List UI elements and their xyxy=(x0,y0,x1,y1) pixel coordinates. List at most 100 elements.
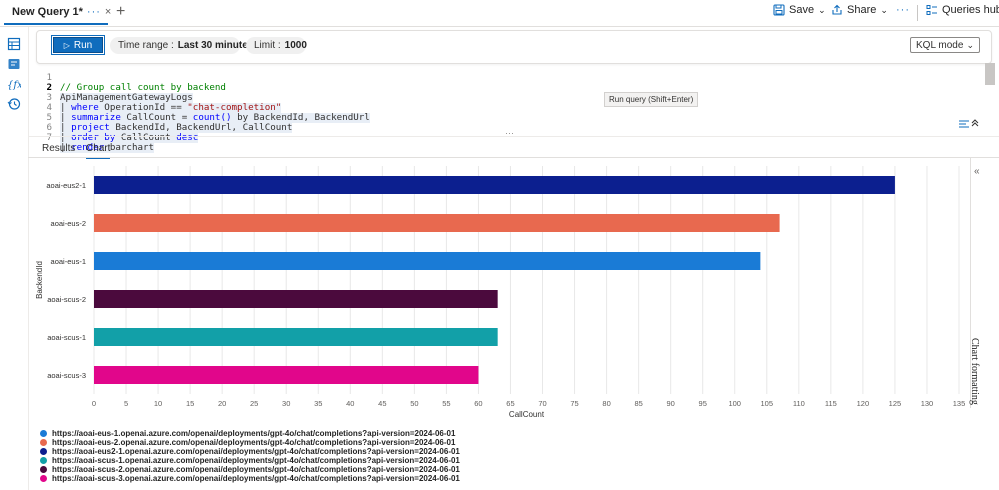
chart-legend: https://aoai-eus-1.openai.azure.com/open… xyxy=(40,429,740,483)
x-tick-label: 95 xyxy=(699,399,707,408)
legend-label: https://aoai-scus-2.openai.azure.com/ope… xyxy=(52,465,460,474)
tab-chart[interactable]: Chart xyxy=(86,143,111,159)
chevron-down-icon: ⌄ xyxy=(818,4,826,15)
chart-formatting-panel[interactable] xyxy=(970,158,999,408)
share-icon xyxy=(832,4,842,15)
legend-item[interactable]: https://aoai-eus-1.openai.azure.com/open… xyxy=(40,429,740,438)
save-icon xyxy=(773,4,785,16)
code-pipe: | xyxy=(60,132,72,143)
new-tab-button[interactable]: + xyxy=(116,3,126,20)
run-query-tooltip: Run query (Shift+Enter) xyxy=(604,92,699,107)
chart-formatting-label[interactable]: Chart formatting xyxy=(969,338,980,405)
y-tick-label: aoai-eus-1 xyxy=(51,257,86,266)
code-pipe: | xyxy=(60,112,72,123)
history-icon[interactable] xyxy=(7,97,21,111)
more-options-button[interactable]: ··· xyxy=(896,4,910,16)
time-range-picker[interactable]: Time range : Last 30 minutes xyxy=(110,37,253,54)
limit-label: Limit : xyxy=(254,40,281,51)
y-tick-label: aoai-scus-2 xyxy=(47,295,86,304)
functions-icon[interactable]: {fx} xyxy=(7,77,21,91)
code-text: CallCount = xyxy=(120,112,193,123)
run-button[interactable]: ▷ Run xyxy=(51,35,105,55)
code-keyword: where xyxy=(71,102,99,113)
time-range-label: Time range : xyxy=(118,40,174,51)
code-line: 4 | summarize CallCount = count() by Bac… xyxy=(36,93,370,123)
code-keyword: desc xyxy=(176,132,199,143)
chevron-down-icon: ⌄ xyxy=(880,4,888,15)
format-icon[interactable] xyxy=(958,119,970,129)
svg-text:{fx}: {fx} xyxy=(7,80,21,91)
queries-hub-button[interactable]: Queries hub xyxy=(926,4,999,16)
code-line: 7 | render barchart xyxy=(36,123,155,153)
tab-new-query[interactable]: New Query 1* ··· × xyxy=(4,0,112,25)
queries-icon[interactable] xyxy=(7,57,21,71)
tab-close-icon[interactable]: × xyxy=(104,5,112,18)
x-tick-label: 20 xyxy=(218,399,226,408)
x-tick-label: 105 xyxy=(761,399,774,408)
x-tick-label: 85 xyxy=(634,399,642,408)
line-number: 7 xyxy=(46,132,52,143)
tables-icon[interactable] xyxy=(7,37,21,51)
x-tick-label: 70 xyxy=(538,399,546,408)
editor-divider xyxy=(28,136,999,137)
x-tick-label: 15 xyxy=(186,399,194,408)
resize-grip[interactable]: ··· xyxy=(505,128,514,138)
line-number: 3 xyxy=(46,92,52,103)
legend-item[interactable]: https://aoai-scus-2.openai.azure.com/ope… xyxy=(40,465,740,474)
tab-results[interactable]: Results xyxy=(42,143,76,154)
code-line: 6 | order by CallCount desc xyxy=(36,113,199,143)
x-tick-label: 130 xyxy=(921,399,934,408)
legend-item[interactable]: https://aoai-eus2-1.openai.azure.com/ope… xyxy=(40,447,740,456)
line-number: 5 xyxy=(46,112,52,123)
x-tick-label: 5 xyxy=(124,399,128,408)
x-tick-label: 65 xyxy=(506,399,514,408)
bar-aoai-eus2-1 xyxy=(94,176,895,194)
share-button[interactable]: Share ⌄ xyxy=(831,4,888,16)
x-tick-label: 55 xyxy=(442,399,450,408)
code-pipe: | xyxy=(60,102,72,113)
code-text: CallCount xyxy=(115,132,177,143)
legend-dot-icon xyxy=(40,466,47,473)
code-text: BackendId, BackendUrl, CallCount xyxy=(109,122,293,133)
code-line: 5 | project BackendId, BackendUrl, CallC… xyxy=(36,103,293,133)
legend-label: https://aoai-eus2-1.openai.azure.com/ope… xyxy=(52,447,460,456)
legend-label: https://aoai-scus-3.openai.azure.com/ope… xyxy=(52,474,460,483)
legend-item[interactable]: https://aoai-eus-2.openai.azure.com/open… xyxy=(40,438,740,447)
play-icon: ▷ xyxy=(63,40,70,50)
bar-aoai-eus-2 xyxy=(94,214,780,232)
collapse-panel-icon[interactable]: « xyxy=(974,166,980,177)
chevron-down-icon: ⌄ xyxy=(966,39,974,50)
editor-scrollbar[interactable] xyxy=(985,63,995,85)
collapse-editor-icon[interactable] xyxy=(971,119,979,127)
code-comment: // Group call count by backend xyxy=(60,82,226,93)
x-axis-label: CallCount xyxy=(509,410,545,419)
time-range-value: Last 30 minutes xyxy=(177,40,254,51)
line-number: 6 xyxy=(46,122,52,133)
code-string: "chat-completion" xyxy=(187,102,282,113)
x-tick-label: 75 xyxy=(570,399,578,408)
share-label: Share xyxy=(847,4,877,16)
bar-aoai-scus-1 xyxy=(94,328,498,346)
tab-more-icon[interactable]: ··· xyxy=(86,5,101,18)
code-text: barchart xyxy=(104,142,155,153)
x-tick-label: 35 xyxy=(314,399,322,408)
line-number: 2 xyxy=(46,82,52,93)
x-tick-label: 0 xyxy=(92,399,96,408)
x-tick-label: 60 xyxy=(474,399,482,408)
legend-item[interactable]: https://aoai-scus-3.openai.azure.com/ope… xyxy=(40,474,740,483)
limit-value: 1000 xyxy=(284,40,307,51)
code-keyword: order by xyxy=(71,132,116,143)
kql-mode-dropdown[interactable]: KQL mode ⌄ xyxy=(910,37,980,53)
save-button[interactable]: Save ⌄ xyxy=(773,4,826,16)
legend-dot-icon xyxy=(40,430,47,437)
save-label: Save xyxy=(789,4,815,16)
query-editor[interactable]: 1 // Group call count by backend 2 ApiMa… xyxy=(36,63,996,153)
x-tick-label: 30 xyxy=(282,399,290,408)
limit-picker[interactable]: Limit : 1000 xyxy=(246,37,307,54)
code-text: by BackendId, BackendUrl xyxy=(231,112,370,123)
bar-chart: 0 5 10 15 20 25 30 35 40 45 50 55 60 65 70 75 80 85 90 95 10… xyxy=(35,166,965,419)
queries-hub-label: Queries hub xyxy=(942,4,999,16)
x-tick-label: 25 xyxy=(250,399,258,408)
x-tick-label: 110 xyxy=(793,399,805,408)
legend-item[interactable]: https://aoai-scus-1.openai.azure.com/ope… xyxy=(40,456,740,465)
